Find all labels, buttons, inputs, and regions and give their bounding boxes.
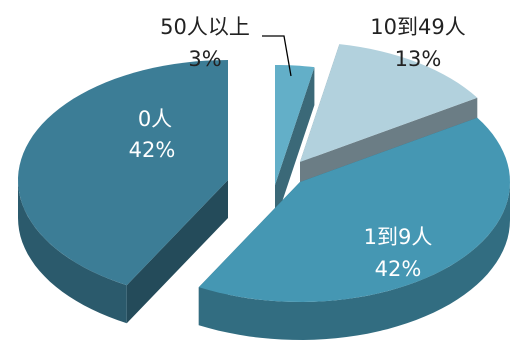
slice-0-people bbox=[18, 60, 228, 324]
slice-0-people-cut-face bbox=[126, 60, 228, 324]
label-0-people-percent: 42% bbox=[129, 138, 176, 162]
slice-10-49-people-top bbox=[300, 44, 478, 162]
label-1-9-people-name: 1到9人 bbox=[364, 225, 433, 249]
label-0-people-name: 0人 bbox=[138, 107, 172, 131]
slice-50-plus-people-top bbox=[275, 65, 315, 185]
slice-0-people-side bbox=[18, 180, 127, 324]
label-50-plus-people-percent: 3% bbox=[188, 47, 221, 71]
slice-labels: 0人 42% 1到9人 42% 10到49人 13% 50人以上 3% bbox=[129, 15, 466, 281]
slice-50-plus-people-cut-face bbox=[275, 65, 315, 223]
slice-10-49-people bbox=[300, 44, 478, 200]
slice-1-9-people bbox=[198, 117, 511, 340]
leader-line-50-plus bbox=[262, 35, 292, 77]
slice-0-people-top bbox=[18, 60, 228, 286]
slice-1-9-people-side bbox=[198, 182, 511, 340]
label-10-49-people-percent: 13% bbox=[395, 47, 442, 71]
label-10-49-people-name: 10到49人 bbox=[370, 15, 465, 39]
pie-slices bbox=[18, 44, 511, 340]
label-50-plus-people-name: 50人以上 bbox=[160, 15, 250, 39]
label-1-9-people-percent: 42% bbox=[375, 257, 422, 281]
slice-10-49-people-cut-face bbox=[300, 44, 478, 200]
slice-1-9-people-top bbox=[198, 117, 511, 302]
slice-50-plus-people bbox=[275, 65, 315, 223]
